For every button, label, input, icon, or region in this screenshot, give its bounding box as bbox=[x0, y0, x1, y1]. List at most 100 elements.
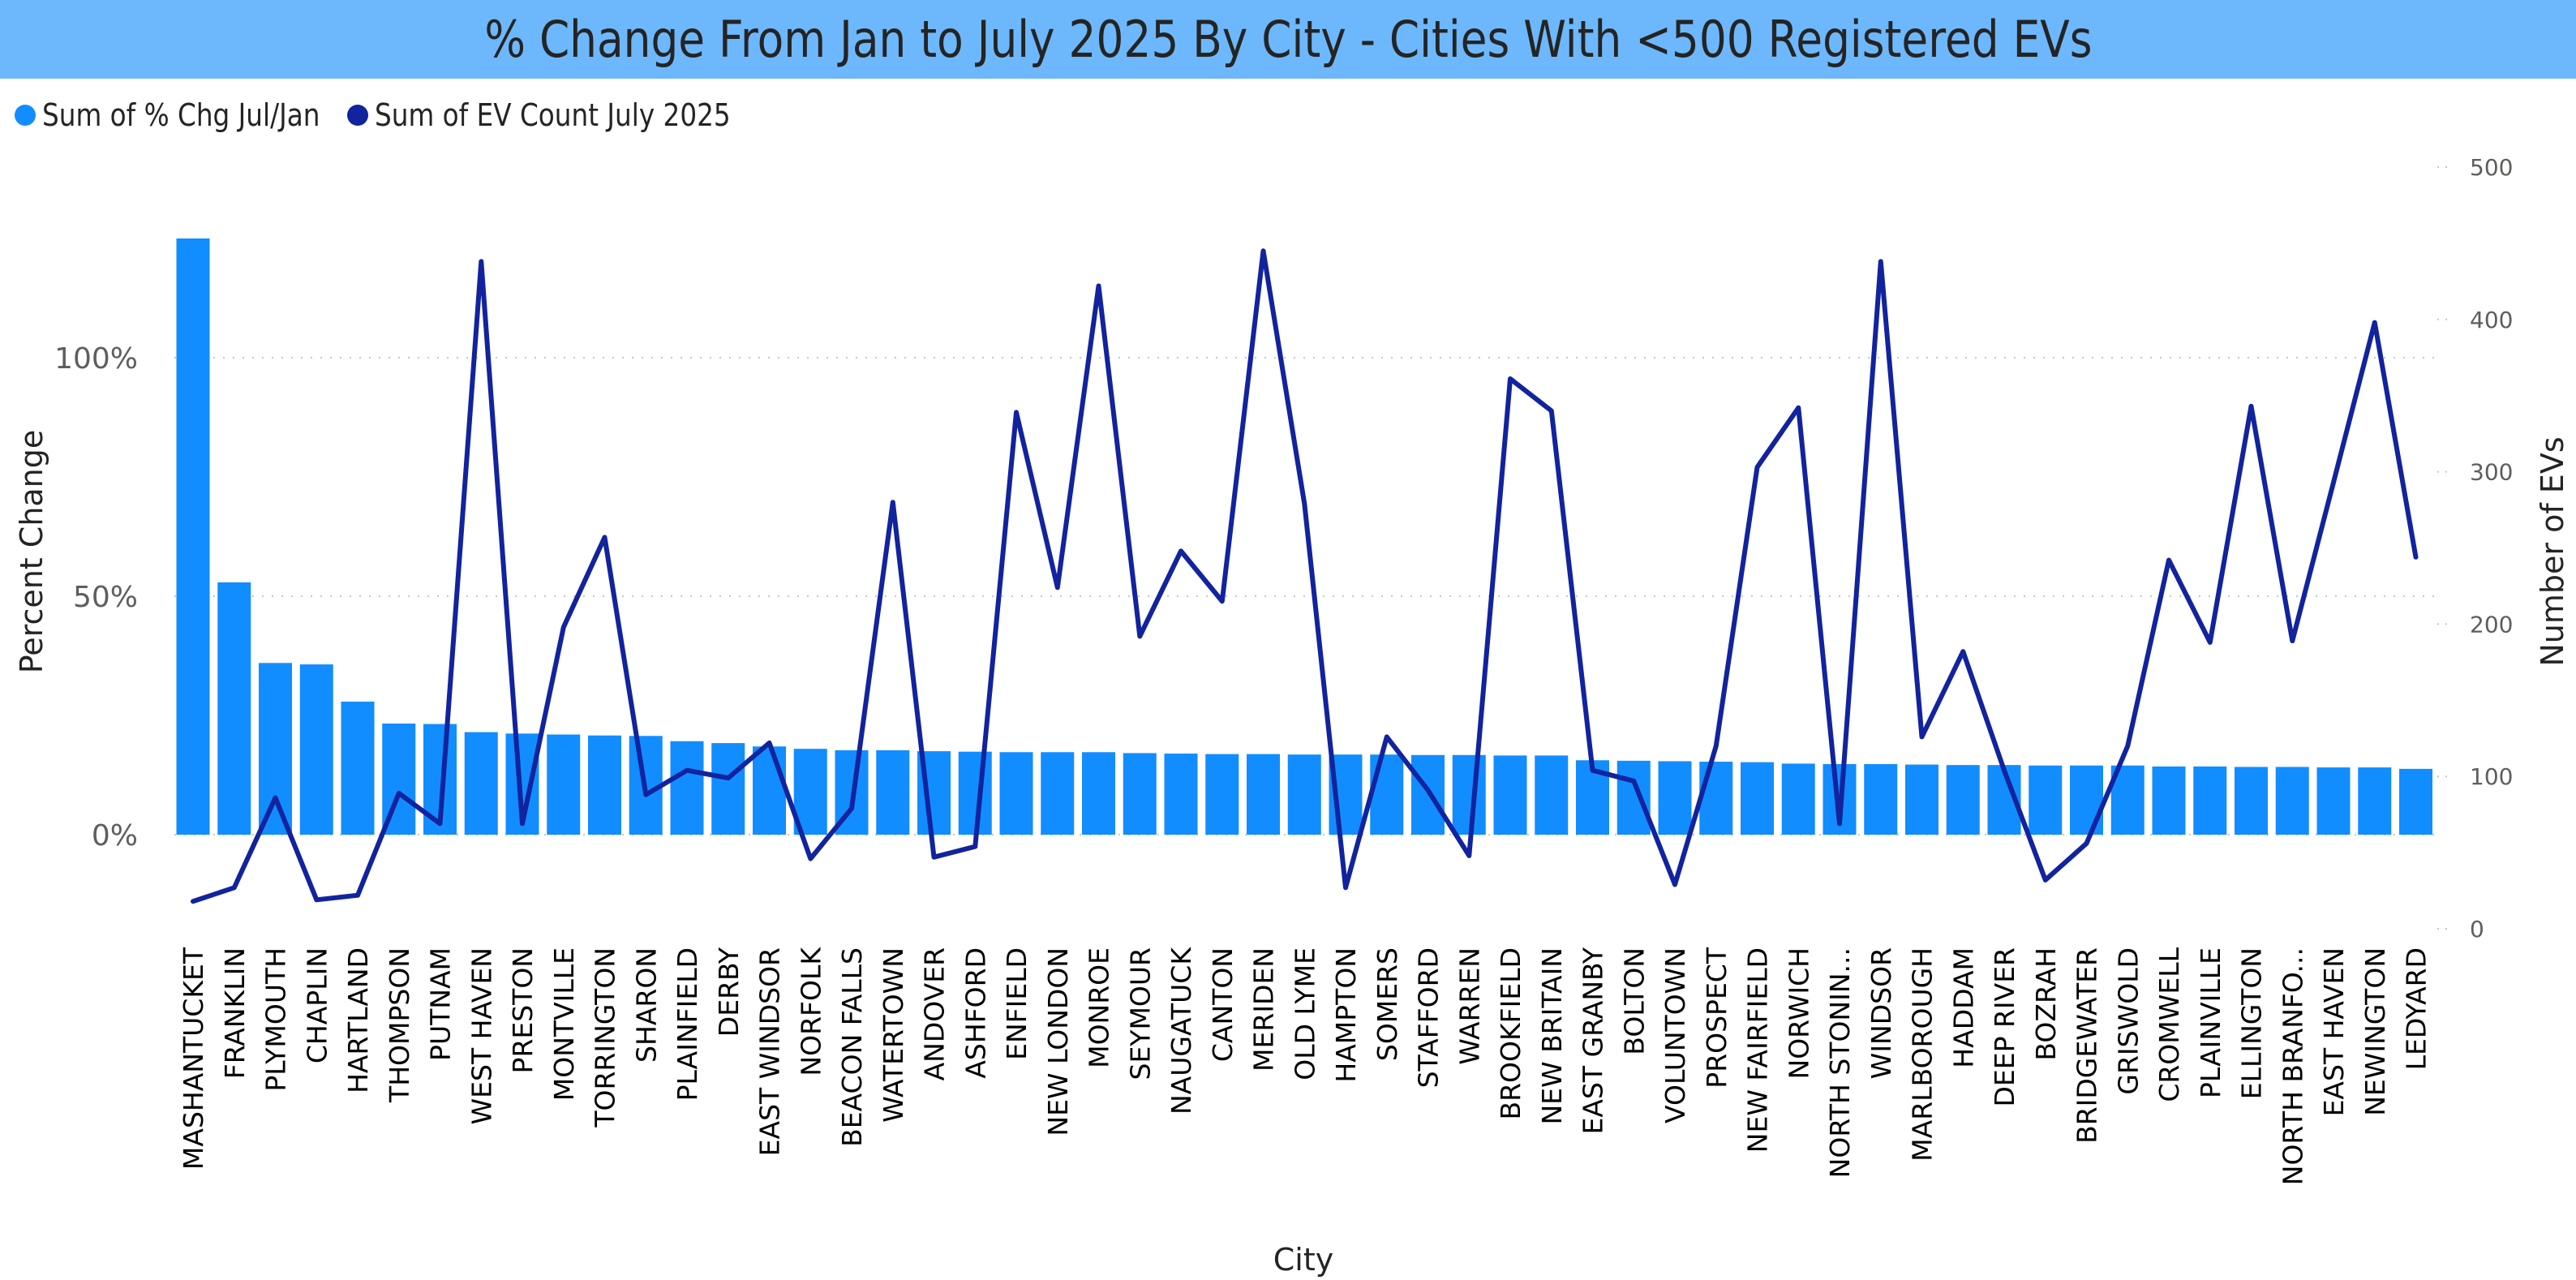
x-tick-label: PLAINVILLE bbox=[2195, 947, 2226, 1098]
x-tick-label: NEW FAIRFIELD bbox=[1742, 947, 1774, 1153]
legend-dot-icon bbox=[347, 105, 369, 126]
x-tick-label: SEYMOUR bbox=[1124, 947, 1156, 1080]
x-tick-label: PUTNAM bbox=[425, 947, 457, 1061]
x-tick-label: CHAPLIN bbox=[301, 947, 333, 1063]
y-right-tick-label: 100 bbox=[2470, 763, 2513, 790]
bar[interactable] bbox=[1658, 761, 1692, 835]
bar[interactable] bbox=[2193, 766, 2227, 835]
x-tick-label: BOZRAH bbox=[2030, 947, 2062, 1061]
bar[interactable] bbox=[259, 663, 292, 835]
bar[interactable] bbox=[1741, 762, 1774, 835]
bar[interactable] bbox=[711, 743, 745, 835]
x-tick-label: WATERTOWN bbox=[878, 947, 909, 1123]
bar[interactable] bbox=[1164, 754, 1198, 835]
bar[interactable] bbox=[1370, 754, 1404, 835]
bar[interactable] bbox=[1247, 754, 1280, 835]
x-tick-label: FRANKLIN bbox=[219, 947, 251, 1079]
x-tick-label: CROMWELL bbox=[2153, 947, 2185, 1102]
x-tick-label: HARTLAND bbox=[342, 947, 374, 1093]
y-left-axis-title: Percent Change bbox=[14, 430, 49, 674]
bar[interactable] bbox=[2275, 767, 2309, 835]
y-right-tick-label: 200 bbox=[2470, 611, 2513, 638]
bar[interactable] bbox=[1864, 763, 1898, 835]
bar[interactable] bbox=[1123, 753, 1157, 835]
title-band: % Change From Jan to July 2025 By City -… bbox=[0, 0, 2576, 79]
legend: Sum of % Chg Jul/Jan Sum of EV Count Jul… bbox=[15, 92, 756, 138]
y-right-tick-label: 300 bbox=[2470, 459, 2513, 486]
x-tick-label: STAFFORD bbox=[1413, 947, 1445, 1088]
bar[interactable] bbox=[1452, 754, 1486, 835]
y-right-tick-label: 400 bbox=[2470, 307, 2513, 333]
bar[interactable] bbox=[670, 741, 704, 835]
bar[interactable] bbox=[2316, 767, 2351, 835]
bar[interactable] bbox=[876, 750, 910, 835]
bar[interactable] bbox=[588, 735, 621, 835]
x-tick-label: MONTVILLE bbox=[548, 947, 580, 1101]
y-left-tick-label: 0% bbox=[92, 819, 138, 853]
chart-title: % Change From Jan to July 2025 By City -… bbox=[483, 10, 2093, 69]
x-tick-label: SOMERS bbox=[1372, 947, 1403, 1061]
bar[interactable] bbox=[2235, 767, 2268, 835]
x-tick-label: WEST HAVEN bbox=[466, 947, 497, 1124]
bar[interactable] bbox=[1205, 754, 1239, 835]
x-tick-label: EAST GRANBY bbox=[1578, 947, 1609, 1134]
x-tick-label: SHARON bbox=[630, 947, 662, 1063]
bar[interactable] bbox=[2358, 767, 2392, 835]
x-tick-label: BROOKFIELD bbox=[1495, 947, 1526, 1120]
bar[interactable] bbox=[217, 582, 251, 835]
x-tick-label: DEEP RIVER bbox=[1989, 947, 2020, 1107]
bar[interactable] bbox=[2152, 766, 2186, 835]
legend-label: Sum of % Chg Jul/Jan bbox=[42, 97, 320, 133]
ev-count-line[interactable] bbox=[191, 248, 2419, 904]
bar[interactable] bbox=[1946, 765, 1980, 835]
x-tick-label: ELLINGTON bbox=[2236, 947, 2268, 1099]
x-tick-label: EAST HAVEN bbox=[2318, 947, 2350, 1116]
bar[interactable] bbox=[547, 734, 581, 835]
legend-item-pct-change[interactable]: Sum of % Chg Jul/Jan bbox=[15, 97, 333, 133]
x-tick-label: PLAINFIELD bbox=[672, 947, 703, 1101]
legend-item-ev-count[interactable]: Sum of EV Count July 2025 bbox=[347, 97, 756, 133]
bar[interactable] bbox=[1411, 754, 1445, 835]
bar[interactable] bbox=[999, 752, 1033, 835]
x-tick-label: DERBY bbox=[713, 947, 745, 1037]
y-right-tick-label: 0 bbox=[2470, 916, 2484, 943]
x-tick-label: MERIDEN bbox=[1248, 947, 1280, 1072]
x-tick-label: GRISWOLD bbox=[2112, 947, 2144, 1095]
x-tick-label: BEACON FALLS bbox=[836, 947, 868, 1147]
bar[interactable] bbox=[1699, 762, 1733, 835]
x-tick-label: EAST WINDSOR bbox=[754, 947, 786, 1156]
bar[interactable] bbox=[2070, 765, 2103, 835]
bar[interactable] bbox=[464, 732, 498, 835]
x-tick-label: ASHFORD bbox=[960, 947, 991, 1079]
bar[interactable] bbox=[341, 701, 375, 835]
bar[interactable] bbox=[1041, 752, 1075, 835]
x-tick-label: NORTH BRANFO... bbox=[2277, 947, 2308, 1185]
bar[interactable] bbox=[299, 664, 333, 835]
bar[interactable] bbox=[1493, 755, 1527, 835]
legend-label: Sum of EV Count July 2025 bbox=[375, 97, 731, 133]
x-tick-label: NORFOLK bbox=[795, 947, 826, 1076]
bar[interactable] bbox=[1905, 764, 1938, 835]
x-tick-label: NEW LONDON bbox=[1042, 947, 1074, 1136]
x-tick-label: WINDSOR bbox=[1865, 947, 1897, 1079]
y-left-tick-label: 100% bbox=[54, 342, 138, 376]
x-tick-label: TORRINGTON bbox=[590, 947, 621, 1128]
bar[interactable] bbox=[1781, 763, 1815, 835]
x-tick-label: MONROE bbox=[1084, 947, 1115, 1068]
bar[interactable] bbox=[176, 238, 210, 835]
bar[interactable] bbox=[2399, 768, 2432, 835]
bar[interactable] bbox=[2029, 765, 2063, 835]
line-series bbox=[191, 248, 2419, 904]
x-axis: MASHANTUCKET FRANKLIN PLYMOUTH CHAPLIN HARTL… bbox=[178, 947, 2432, 1186]
x-tick-label: MARLBOROUGH bbox=[1907, 947, 1938, 1162]
bar[interactable] bbox=[1616, 760, 1651, 835]
bar[interactable] bbox=[958, 751, 992, 835]
x-tick-label: LEDYARD bbox=[2401, 947, 2432, 1070]
bar[interactable] bbox=[1082, 752, 1115, 835]
bar[interactable] bbox=[1287, 754, 1321, 835]
bar[interactable] bbox=[1535, 755, 1569, 835]
y-right-axis: 0 100 200 300 400 500 bbox=[2437, 154, 2513, 943]
bar[interactable] bbox=[753, 746, 786, 835]
x-axis-title: City bbox=[1273, 1242, 1333, 1278]
